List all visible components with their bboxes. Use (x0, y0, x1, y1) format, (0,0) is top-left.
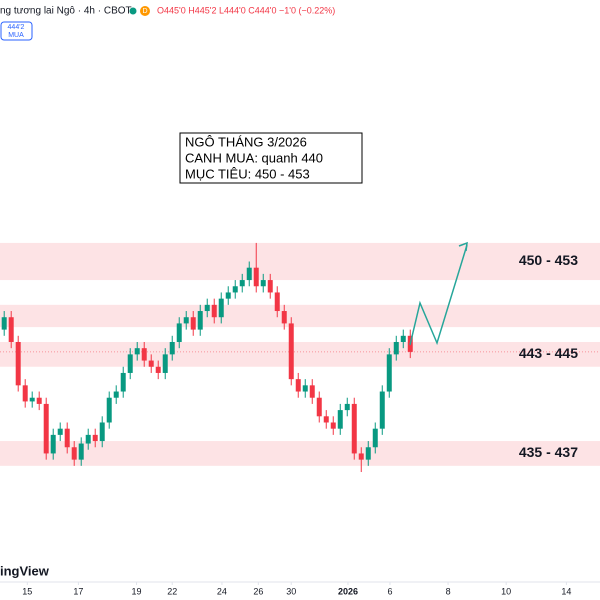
candle-body (274, 292, 280, 312)
candle-body (309, 385, 315, 398)
candle-body (323, 416, 329, 423)
price-box-label: MUA (8, 32, 24, 39)
candle-body (106, 397, 112, 423)
candle-body (337, 410, 343, 429)
candle-body (330, 422, 336, 429)
candle-body (211, 304, 217, 318)
zone (0, 441, 600, 466)
candle-body (50, 434, 56, 454)
zone-label: 435 - 437 (519, 444, 578, 460)
symbol: ng tương lai Ngô · 4h · CBOT (0, 6, 132, 17)
candle-body (379, 391, 385, 429)
candle-body (253, 267, 259, 287)
candle-body (148, 360, 154, 367)
x-tick-label: 2026 (338, 586, 358, 596)
candle-body (36, 397, 42, 404)
x-tick-label: 8 (446, 586, 451, 596)
arrow-head (458, 241, 468, 252)
candle-body (99, 422, 105, 442)
candle-body (344, 403, 350, 411)
price-box-value: 444'2 (8, 24, 25, 31)
candle-body (169, 341, 175, 355)
candle-body (57, 428, 63, 435)
annotation-line: NGÔ THÁNG 3/2026 (185, 134, 307, 149)
candle-body (134, 348, 140, 355)
candle-body (29, 397, 35, 402)
candle-body (71, 447, 77, 460)
zone-label: 450 - 453 (519, 252, 578, 268)
candle-body (78, 443, 84, 460)
candle-body (218, 298, 224, 318)
candle-body (92, 434, 98, 442)
candle-body (246, 267, 252, 281)
annotation-line: CANH MUA: quanh 440 (185, 150, 323, 165)
candle-body (162, 354, 168, 373)
candle-body (64, 428, 70, 448)
x-tick-label: 6 (387, 586, 392, 596)
candle-body (197, 311, 203, 330)
ohlc: O445'0 H445'2 L444'0 C444'0 −1'0 (−0.22%… (157, 5, 335, 15)
zone (0, 242, 600, 281)
candle-body (113, 391, 119, 398)
status-dot (129, 7, 137, 15)
x-tick-label: 14 (561, 586, 571, 596)
candle-body (386, 354, 392, 392)
zone-label: 443 - 445 (519, 345, 578, 361)
x-tick-label: 15 (22, 586, 32, 596)
candle-body (295, 379, 301, 392)
candle-body (8, 317, 14, 342)
candle-body (190, 317, 196, 330)
x-tick-label: 10 (501, 586, 511, 596)
candle-body (127, 354, 133, 373)
candle-body (281, 311, 287, 324)
candle-body (365, 447, 371, 460)
candle-body (22, 385, 28, 402)
candle-body (288, 323, 294, 380)
zone (0, 304, 600, 328)
candle-body (183, 317, 189, 324)
candle-body (400, 335, 406, 342)
candle-body (204, 304, 210, 312)
x-tick-label: 17 (73, 586, 83, 596)
candle-body (85, 434, 91, 444)
candle-body (15, 341, 21, 386)
forecast-arrow (409, 244, 468, 346)
candle-body (232, 286, 238, 293)
candle-body (176, 323, 182, 342)
candle-body (1, 317, 7, 330)
candle-body (225, 292, 231, 299)
candle-body (155, 366, 161, 373)
candle-body (302, 385, 308, 392)
zone (0, 341, 600, 367)
badge (140, 6, 150, 16)
x-tick-label: 19 (132, 586, 142, 596)
candle-body (267, 280, 273, 293)
candle-body (141, 348, 147, 361)
candle-body (316, 397, 322, 417)
annotation-box (179, 132, 363, 184)
logo: ingView (0, 563, 50, 578)
candle-body (372, 428, 378, 448)
candle-body (351, 403, 357, 454)
candle-body (43, 403, 49, 454)
badge-text: D (142, 8, 147, 15)
x-tick-label: 26 (253, 586, 263, 596)
candle-body (358, 453, 364, 460)
candle-body (120, 372, 126, 392)
x-tick-label: 24 (217, 586, 227, 596)
x-tick-label: 22 (167, 586, 177, 596)
candle-body (393, 341, 399, 355)
x-tick-label: 30 (286, 586, 296, 596)
annotation-line: MỤC TIÊU: 450 - 453 (185, 166, 310, 181)
candle-body (239, 280, 245, 287)
price-box[interactable] (0, 21, 33, 41)
candle-body (260, 280, 266, 287)
